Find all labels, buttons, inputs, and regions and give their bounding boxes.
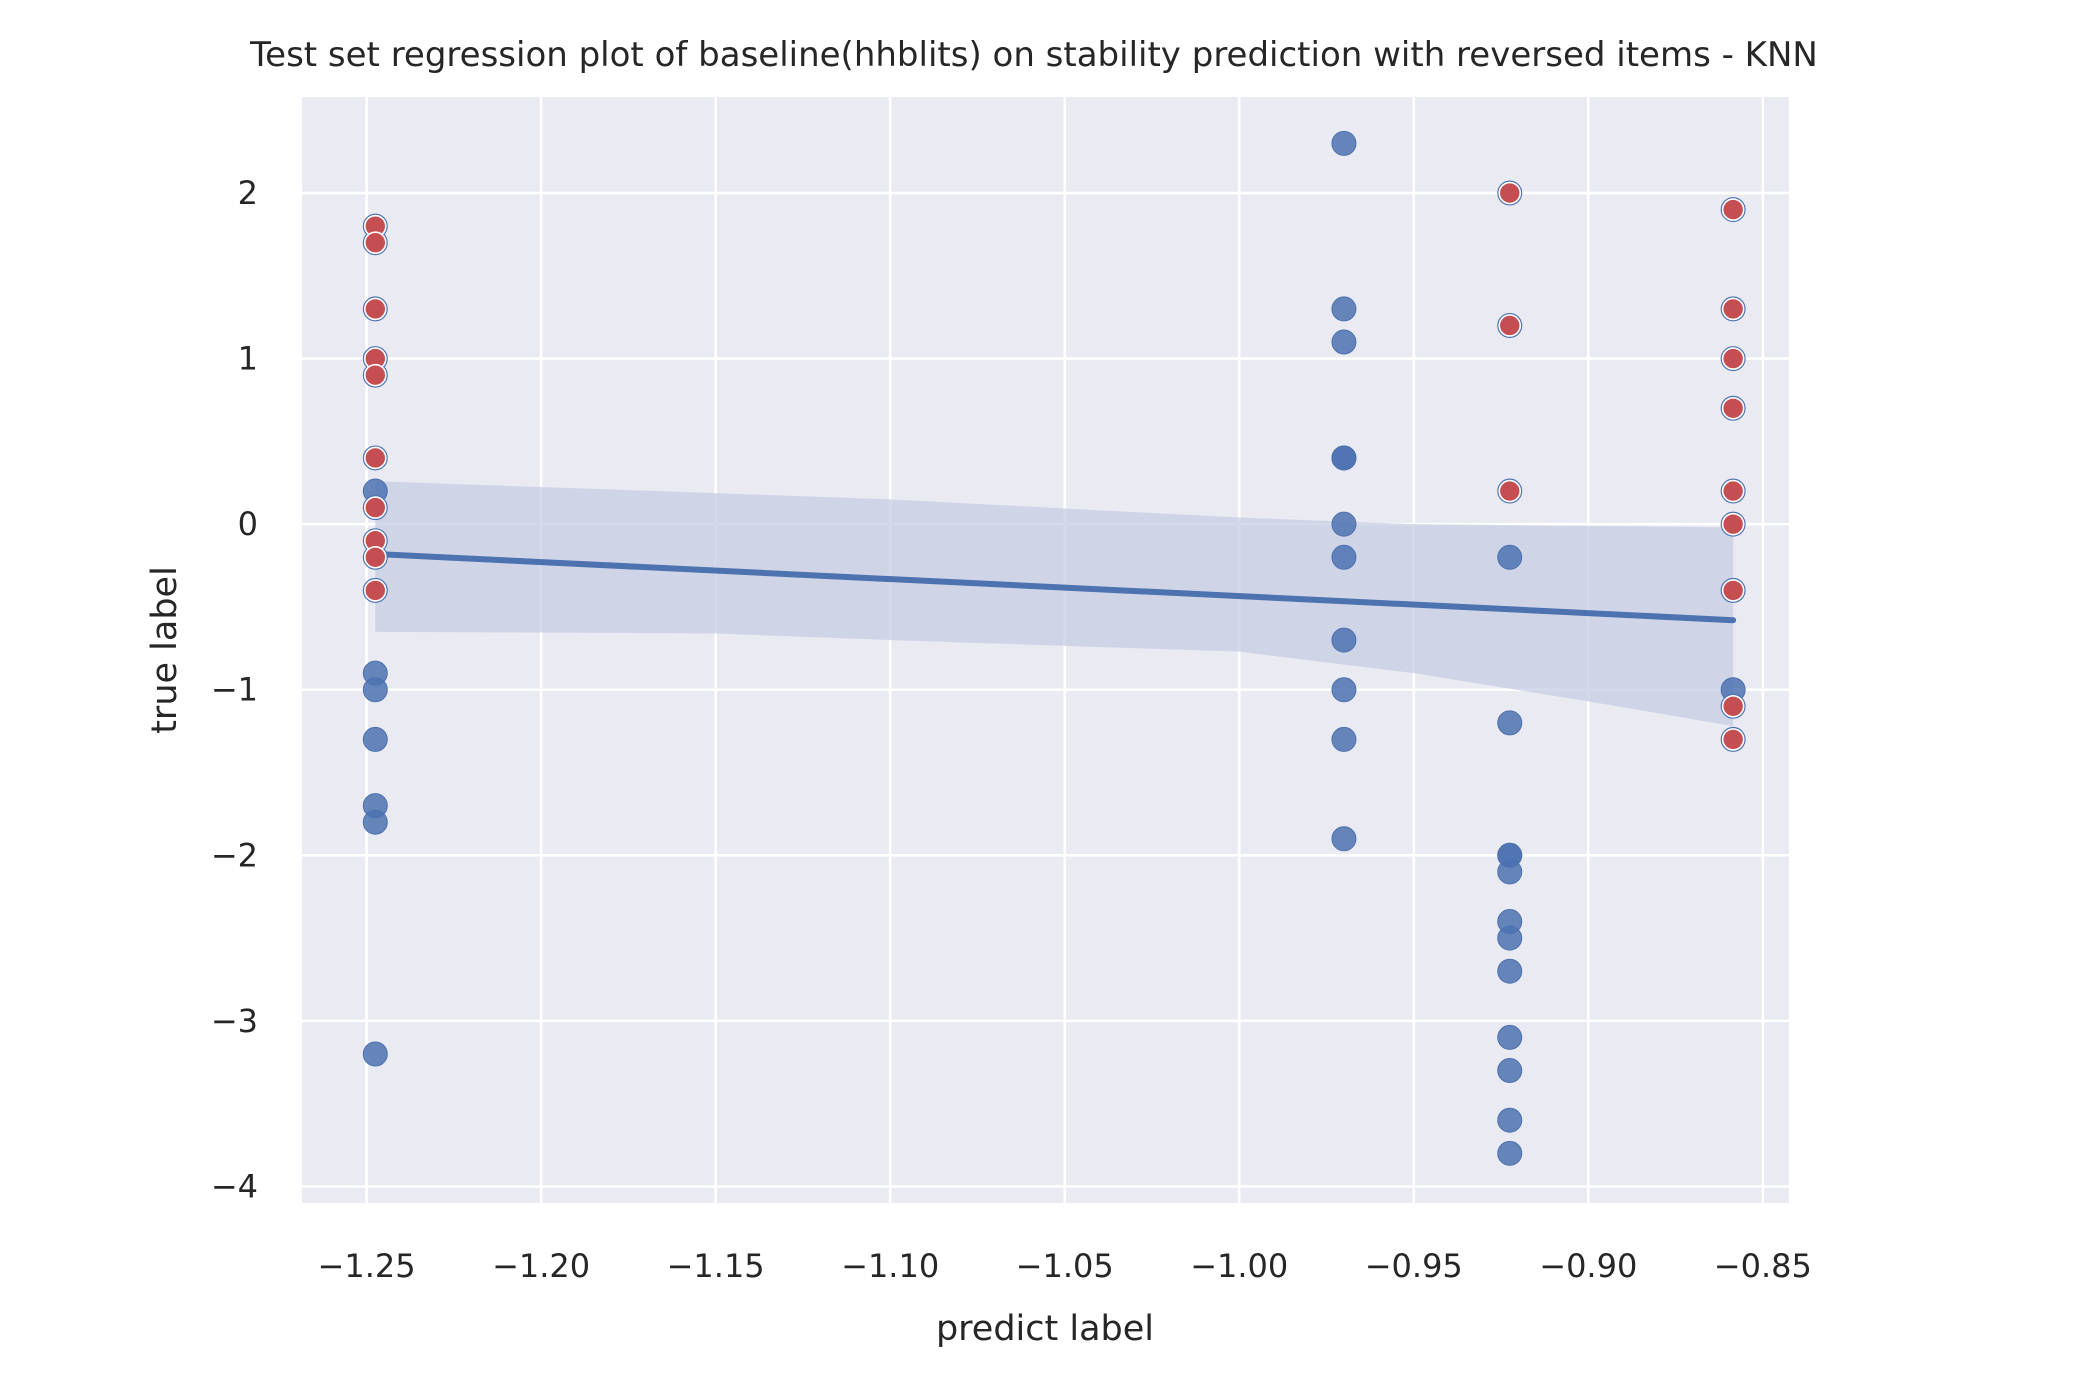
data-point: [1497, 544, 1523, 570]
reversed-points: [364, 181, 1745, 751]
y-tick-label: −4: [211, 1167, 258, 1205]
data-point: [362, 809, 388, 835]
reversed-data-point: [364, 545, 387, 569]
reversed-data-point: [1721, 347, 1745, 370]
reversed-data-point: [1721, 479, 1745, 503]
data-point: [1497, 958, 1523, 984]
data-point: [1497, 1140, 1523, 1166]
data-point: [1331, 329, 1357, 355]
data-point: [1497, 1058, 1523, 1084]
y-axis-label: true label: [145, 566, 185, 734]
reversed-data-point: [364, 297, 387, 321]
reversed-data-point: [364, 446, 387, 470]
reversed-data-point: [1721, 396, 1745, 420]
x-tick-label: −1.20: [492, 1247, 590, 1285]
data-point: [362, 726, 388, 752]
confidence-band-area: [375, 481, 1734, 727]
x-axis-label: predict label: [936, 1309, 1154, 1349]
reversed-data-point: [1721, 694, 1745, 718]
reversed-data-point: [364, 231, 387, 255]
chart-title: Test set regression plot of baseline(hhb…: [249, 35, 1818, 75]
y-tick-label: 0: [238, 505, 258, 543]
reversed-data-point: [364, 579, 387, 602]
y-tick-label: −1: [211, 671, 258, 709]
y-tick-label: 2: [238, 174, 258, 212]
x-tick-label: −1.05: [1016, 1247, 1114, 1285]
x-tick-label: −0.95: [1365, 1247, 1463, 1285]
data-point: [362, 1041, 388, 1067]
data-point: [1497, 710, 1523, 736]
data-point: [1331, 296, 1357, 322]
x-tick-labels: −1.25 −1.20 −1.15 −1.10 −1.05 −1.00 −0.95 −0.90…: [318, 1247, 1812, 1285]
y-tick-label: −3: [211, 1002, 258, 1040]
reversed-data-point: [1498, 479, 1522, 503]
data-point: [1331, 130, 1357, 156]
data-point: [1497, 1024, 1523, 1050]
reversed-data-point: [1721, 728, 1745, 751]
x-tick-label: −1.00: [1190, 1247, 1288, 1285]
y-tick-label: 1: [238, 340, 258, 378]
reversed-data-point: [1721, 297, 1745, 321]
x-tick-label: −0.90: [1539, 1247, 1637, 1285]
data-point: [1331, 677, 1357, 703]
data-point: [1331, 445, 1357, 471]
regression-line-path: [372, 550, 1737, 624]
reversed-data-point: [1721, 512, 1745, 536]
y-tick-labels: −4 −3 −2 −1 0 1 2: [211, 174, 258, 1205]
reversed-data-point: [364, 363, 387, 387]
reversed-data-point: [1721, 198, 1745, 221]
x-tick-label: −0.85: [1714, 1247, 1812, 1285]
data-point: [1331, 826, 1357, 852]
data-point: [1331, 511, 1357, 537]
confidence-band: [375, 481, 1734, 727]
reversed-data-point: [1498, 314, 1522, 337]
reversed-data-point: [1721, 579, 1745, 602]
reversed-data-point: [364, 496, 387, 519]
regression-line: [372, 550, 1737, 624]
reversed-data-point: [1498, 181, 1522, 205]
data-point: [1331, 544, 1357, 570]
data-point: [1497, 1107, 1523, 1133]
data-point: [1331, 627, 1357, 653]
x-tick-label: −1.25: [318, 1247, 416, 1285]
data-point: [362, 677, 388, 703]
data-point: [1497, 859, 1523, 885]
data-point: [1331, 726, 1357, 752]
y-tick-label: −2: [211, 836, 258, 874]
x-tick-label: −1.10: [841, 1247, 939, 1285]
data-point: [1497, 925, 1523, 951]
x-tick-label: −1.15: [667, 1247, 765, 1285]
